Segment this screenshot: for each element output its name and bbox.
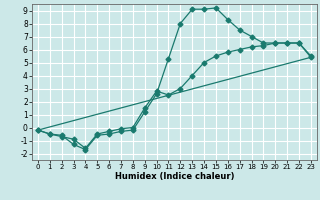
X-axis label: Humidex (Indice chaleur): Humidex (Indice chaleur) (115, 172, 234, 181)
